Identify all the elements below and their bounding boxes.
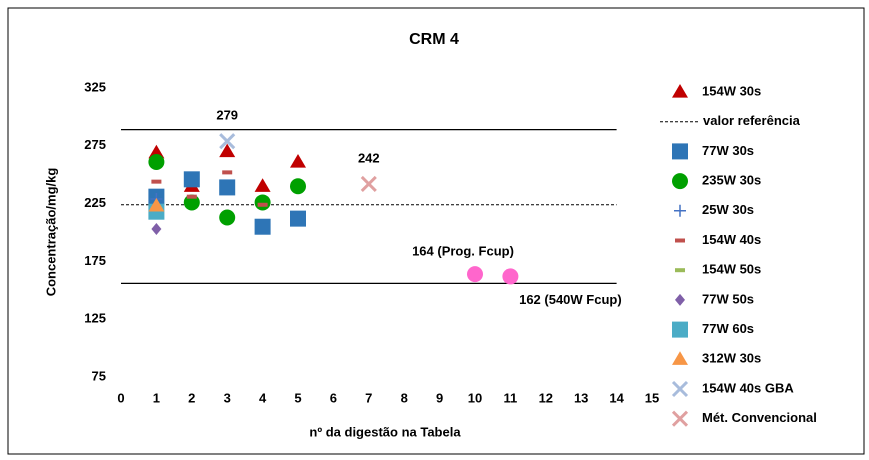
x-tick-label: 9 bbox=[436, 390, 443, 405]
x-tick-label: 11 bbox=[504, 390, 518, 405]
data-label: 164 (Prog. Fcup) bbox=[412, 244, 514, 259]
legend-label: 77W 30s bbox=[702, 143, 754, 158]
marker-dash bbox=[151, 179, 162, 184]
data-label: 242 bbox=[358, 150, 380, 165]
marker-triangle bbox=[148, 197, 165, 212]
marker-dash bbox=[222, 170, 233, 175]
marker-x bbox=[360, 175, 377, 193]
marker-x bbox=[219, 133, 236, 150]
marker-circle bbox=[290, 178, 306, 195]
marker-circle bbox=[672, 173, 688, 190]
legend-label: 77W 60s bbox=[702, 321, 754, 336]
marker-square bbox=[672, 143, 688, 160]
data-label: 279 bbox=[216, 108, 238, 123]
x-tick-label: 14 bbox=[609, 390, 624, 405]
legend-label: 154W 40s bbox=[702, 232, 761, 247]
y-tick-label: 325 bbox=[84, 79, 106, 94]
x-tick-label: 3 bbox=[224, 390, 231, 405]
marker-x bbox=[671, 410, 689, 427]
y-axis-label: Concentração/mg/kg bbox=[43, 168, 58, 297]
x-tick-label: 5 bbox=[294, 390, 301, 405]
legend-label: Mét. Convencional bbox=[702, 410, 817, 425]
x-tick-label: 4 bbox=[259, 390, 267, 405]
legend-label: 77W 50s bbox=[702, 291, 754, 306]
marker-square bbox=[254, 218, 271, 235]
x-tick-label: 10 bbox=[468, 390, 482, 405]
legend-label: 154W 30s bbox=[702, 83, 761, 98]
legend-label: 312W 30s bbox=[702, 351, 761, 366]
x-axis-label: nº da digestão na Tabela bbox=[309, 424, 461, 439]
marker-dash bbox=[675, 238, 685, 243]
y-tick-label: 175 bbox=[84, 253, 106, 268]
marker-x bbox=[671, 380, 689, 398]
marker-diamond bbox=[151, 223, 162, 236]
marker-diamond bbox=[675, 293, 685, 306]
x-tick-label: 0 bbox=[117, 390, 124, 405]
y-tick-label: 225 bbox=[84, 195, 106, 210]
marker-circle bbox=[254, 194, 271, 211]
x-tick-label: 8 bbox=[401, 390, 408, 405]
marker-square bbox=[672, 321, 688, 338]
x-tick-label: 15 bbox=[645, 390, 659, 405]
marker-triangle bbox=[148, 144, 165, 159]
x-tick-label: 2 bbox=[188, 390, 195, 405]
legend-label: 25W 30s bbox=[702, 202, 754, 217]
marker-dash bbox=[257, 202, 268, 207]
x-tick-label: 13 bbox=[574, 390, 588, 405]
legend-label: 154W 40s GBA bbox=[702, 380, 794, 395]
marker-plus bbox=[674, 204, 686, 217]
marker-dash bbox=[675, 268, 685, 273]
x-tick-label: 12 bbox=[539, 390, 553, 405]
marker-circle bbox=[219, 209, 236, 226]
legend-label: valor referência bbox=[703, 113, 801, 128]
y-tick-label: 125 bbox=[84, 311, 106, 326]
marker-triangle bbox=[290, 153, 306, 168]
chart-title: CRM 4 bbox=[409, 31, 459, 48]
marker-triangle bbox=[672, 84, 688, 98]
marker-circle bbox=[502, 268, 519, 285]
y-tick-label: 275 bbox=[84, 137, 106, 152]
y-tick-label: 75 bbox=[92, 368, 106, 383]
legend-label: 235W 30s bbox=[702, 173, 761, 188]
marker-circle bbox=[467, 266, 483, 283]
marker-circle bbox=[148, 153, 165, 170]
marker-triangle bbox=[254, 178, 271, 192]
marker-triangle bbox=[672, 351, 688, 365]
chart-frame bbox=[7, 7, 865, 455]
marker-square bbox=[290, 210, 306, 227]
marker-square bbox=[219, 179, 236, 196]
marker-square bbox=[183, 171, 200, 188]
marker-dash bbox=[186, 194, 197, 199]
data-label: 162 (540W Fcup) bbox=[519, 292, 622, 307]
marker-triangle bbox=[219, 143, 236, 158]
legend-label: 154W 50s bbox=[702, 262, 761, 277]
x-tick-label: 7 bbox=[365, 390, 372, 405]
x-tick-label: 1 bbox=[153, 390, 160, 405]
x-tick-label: 6 bbox=[330, 390, 337, 405]
